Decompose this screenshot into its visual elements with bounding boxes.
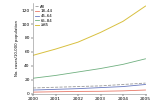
65–84	[100, 68, 101, 69]
Line: ≥85: ≥85	[33, 6, 146, 55]
Line: 18–44: 18–44	[33, 90, 146, 92]
Line: 65–84: 65–84	[33, 59, 146, 78]
18–44	[55, 91, 56, 92]
65–84	[32, 78, 34, 79]
45–64	[77, 88, 79, 89]
Line: 45–64: 45–64	[33, 84, 146, 90]
All	[122, 84, 124, 85]
18–44	[32, 91, 34, 93]
≥85	[32, 55, 34, 56]
45–64	[55, 89, 56, 90]
All	[77, 86, 79, 87]
45–64	[32, 89, 34, 91]
≥85	[145, 5, 146, 7]
Y-axis label: No. cases/10,000 population: No. cases/10,000 population	[15, 20, 20, 76]
All	[55, 87, 56, 88]
≥85	[100, 32, 101, 33]
18–44	[77, 91, 79, 92]
All	[145, 82, 146, 84]
65–84	[145, 58, 146, 60]
All	[32, 87, 34, 89]
45–64	[145, 84, 146, 85]
65–84	[77, 71, 79, 73]
All	[100, 85, 101, 87]
Line: All: All	[33, 83, 146, 88]
18–44	[100, 91, 101, 92]
18–44	[145, 89, 146, 91]
≥85	[55, 48, 56, 50]
65–84	[122, 64, 124, 65]
Legend: All, 18–44, 45–64, 65–84, ≥85: All, 18–44, 45–64, 65–84, ≥85	[34, 5, 53, 28]
65–84	[55, 75, 56, 76]
18–44	[122, 90, 124, 92]
45–64	[100, 87, 101, 88]
45–64	[122, 86, 124, 87]
≥85	[77, 41, 79, 43]
≥85	[122, 21, 124, 22]
